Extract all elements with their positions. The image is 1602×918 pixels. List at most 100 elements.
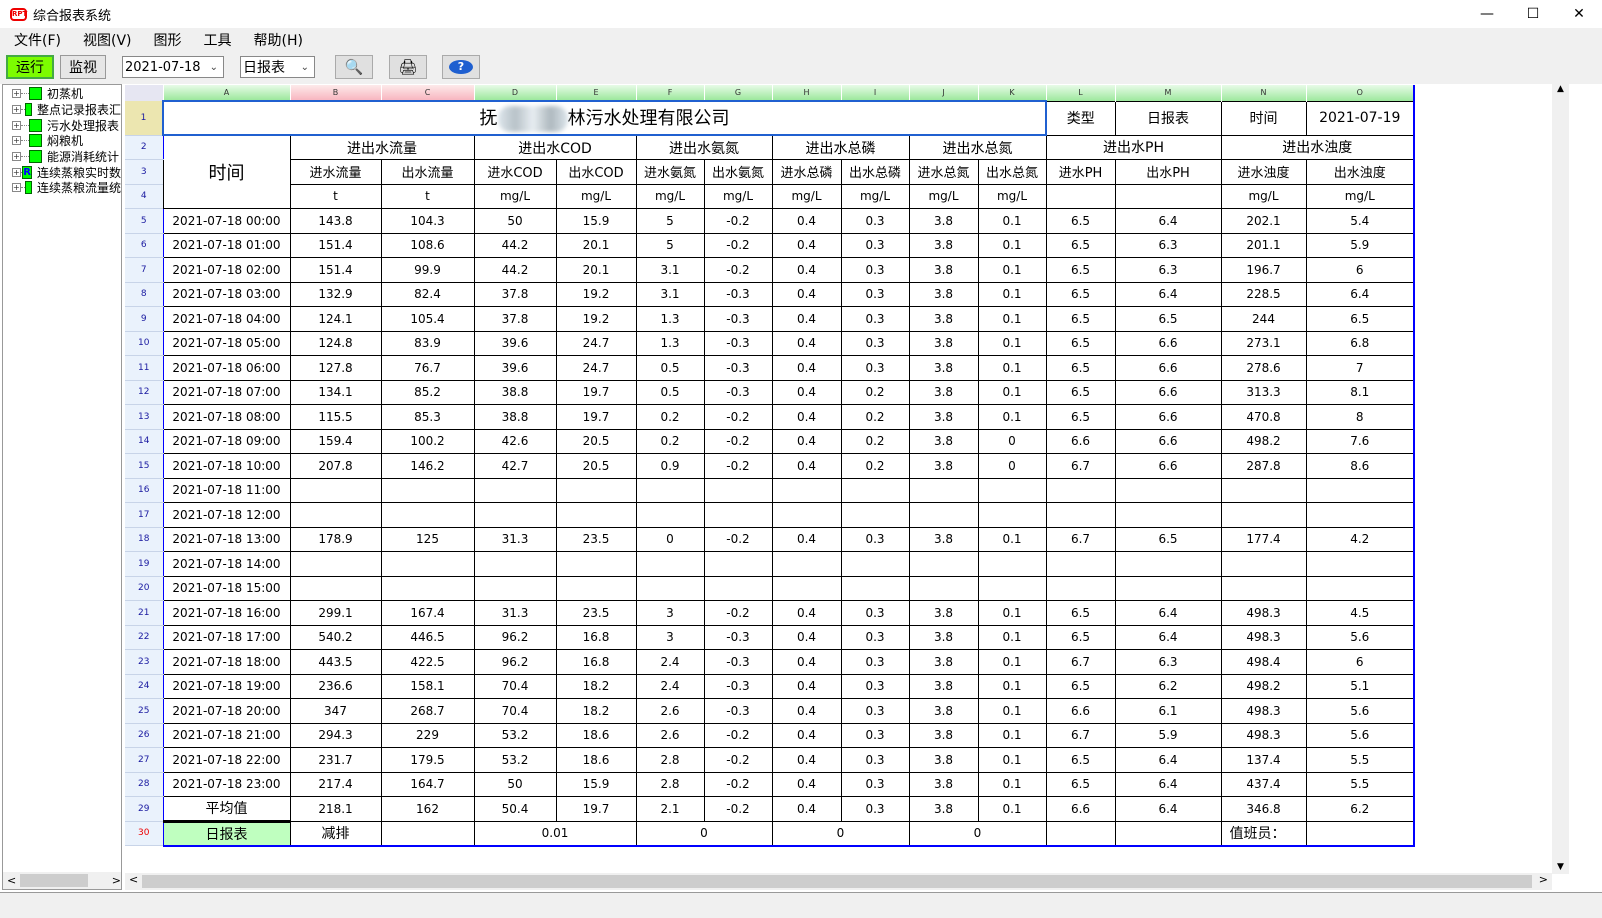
- cell[interactable]: 3.1: [635, 257, 705, 283]
- row-header[interactable]: 25: [125, 698, 164, 724]
- cell[interactable]: 202.1: [1220, 208, 1307, 234]
- cell[interactable]: -0.3: [703, 379, 773, 405]
- cell[interactable]: 24.7: [555, 330, 637, 356]
- cell[interactable]: 0.1: [977, 404, 1047, 430]
- cell[interactable]: 498.3: [1220, 722, 1307, 748]
- cell[interactable]: [380, 477, 475, 503]
- cell[interactable]: 0.2: [840, 404, 910, 430]
- cell[interactable]: 2.1: [635, 796, 705, 822]
- cell[interactable]: 3.8: [908, 698, 979, 724]
- cell[interactable]: [771, 477, 842, 503]
- row-header[interactable]: 26: [125, 723, 164, 748]
- cell[interactable]: 0.4: [771, 600, 842, 626]
- expand-icon[interactable]: +: [12, 120, 21, 130]
- cell[interactable]: 2021-07-18 23:00: [162, 771, 291, 797]
- cell[interactable]: 446.5: [380, 624, 475, 650]
- cell[interactable]: [703, 575, 773, 601]
- cell[interactable]: [977, 502, 1047, 528]
- cell[interactable]: 18.2: [555, 698, 637, 724]
- column-header[interactable]: C: [381, 85, 475, 101]
- cell[interactable]: 6.5: [1114, 526, 1222, 552]
- cell[interactable]: 6.7: [1045, 649, 1116, 675]
- cell[interactable]: [473, 575, 557, 601]
- cell[interactable]: [635, 477, 705, 503]
- cell[interactable]: 3.8: [908, 330, 979, 356]
- row-header[interactable]: 5: [125, 208, 164, 234]
- cell[interactable]: 19.2: [555, 281, 637, 307]
- cell[interactable]: [1045, 477, 1116, 503]
- cell[interactable]: 3.8: [908, 673, 979, 699]
- cell[interactable]: 5.6: [1305, 722, 1415, 748]
- cell[interactable]: 0.4: [771, 649, 842, 675]
- cell[interactable]: [1045, 820, 1116, 847]
- cell[interactable]: 5.9: [1305, 232, 1415, 258]
- cell[interactable]: 3.8: [908, 747, 979, 773]
- cell[interactable]: 44.2: [473, 257, 557, 283]
- cell[interactable]: -0.2: [703, 453, 773, 479]
- cell[interactable]: 2021-07-18 09:00: [162, 428, 291, 454]
- cell[interactable]: 218.1: [289, 796, 382, 822]
- cell[interactable]: 0.1: [977, 257, 1047, 283]
- cell[interactable]: 20.5: [555, 428, 637, 454]
- cell[interactable]: 2.8: [635, 747, 705, 773]
- cell[interactable]: 85.2: [380, 379, 475, 405]
- column-header[interactable]: B: [290, 85, 382, 101]
- cell[interactable]: [1045, 551, 1116, 577]
- cell[interactable]: 6.4: [1114, 796, 1222, 822]
- cell[interactable]: 50.4: [473, 796, 557, 822]
- cell[interactable]: 0.3: [840, 281, 910, 307]
- row-header[interactable]: 6: [125, 233, 164, 258]
- cell[interactable]: 2021-07-18 05:00: [162, 330, 291, 356]
- row-header[interactable]: 17: [125, 502, 164, 528]
- cell[interactable]: 76.7: [380, 355, 475, 381]
- cell[interactable]: 6.5: [1045, 330, 1116, 356]
- cell[interactable]: 3: [635, 600, 705, 626]
- column-header[interactable]: O: [1306, 85, 1415, 101]
- cell[interactable]: 177.4: [1220, 526, 1307, 552]
- cell[interactable]: 0.1: [977, 600, 1047, 626]
- cell[interactable]: [703, 551, 773, 577]
- cell[interactable]: 0.1: [977, 747, 1047, 773]
- cell[interactable]: 23.5: [555, 600, 637, 626]
- cell[interactable]: [1114, 575, 1222, 601]
- cell[interactable]: [1045, 502, 1116, 528]
- cell[interactable]: 6.5: [1045, 404, 1116, 430]
- cell[interactable]: 0.4: [771, 281, 842, 307]
- cell[interactable]: 0: [977, 453, 1047, 479]
- cell[interactable]: 2021-07-18 19:00: [162, 673, 291, 699]
- row-header[interactable]: 20: [125, 576, 164, 601]
- cell[interactable]: 6.5: [1045, 747, 1116, 773]
- cell[interactable]: [473, 502, 557, 528]
- row-header[interactable]: 1: [125, 101, 164, 136]
- cell[interactable]: 0.3: [840, 600, 910, 626]
- cell[interactable]: 24.7: [555, 355, 637, 381]
- cell[interactable]: [840, 551, 910, 577]
- cell[interactable]: 6.5: [1045, 624, 1116, 650]
- cell[interactable]: 3.8: [908, 624, 979, 650]
- cell[interactable]: 0.4: [771, 771, 842, 797]
- cell[interactable]: 346.8: [1220, 796, 1307, 822]
- cell[interactable]: 0.1: [977, 722, 1047, 748]
- cell[interactable]: 3.8: [908, 722, 979, 748]
- cell[interactable]: 2021-07-18 02:00: [162, 257, 291, 283]
- cell[interactable]: 5: [635, 232, 705, 258]
- column-header[interactable]: D: [474, 85, 557, 101]
- cell[interactable]: 287.8: [1220, 453, 1307, 479]
- cell[interactable]: 44.2: [473, 232, 557, 258]
- cell[interactable]: -0.2: [703, 257, 773, 283]
- cell[interactable]: 0.3: [840, 306, 910, 332]
- cell[interactable]: 244: [1220, 306, 1307, 332]
- cell[interactable]: 6.4: [1305, 281, 1415, 307]
- cell[interactable]: 6.6: [1114, 404, 1222, 430]
- row-header[interactable]: 13: [125, 404, 164, 430]
- tree-horizontal-scrollbar[interactable]: < >: [3, 872, 121, 889]
- cell[interactable]: [771, 551, 842, 577]
- cell[interactable]: [1220, 502, 1307, 528]
- cell[interactable]: 50: [473, 208, 557, 234]
- cell[interactable]: 2021-07-18 17:00: [162, 624, 291, 650]
- cell[interactable]: [555, 575, 637, 601]
- cell[interactable]: 0.1: [977, 771, 1047, 797]
- row-header[interactable]: 29: [125, 796, 164, 822]
- cell[interactable]: 6.6: [1114, 330, 1222, 356]
- cell[interactable]: 6.3: [1114, 232, 1222, 258]
